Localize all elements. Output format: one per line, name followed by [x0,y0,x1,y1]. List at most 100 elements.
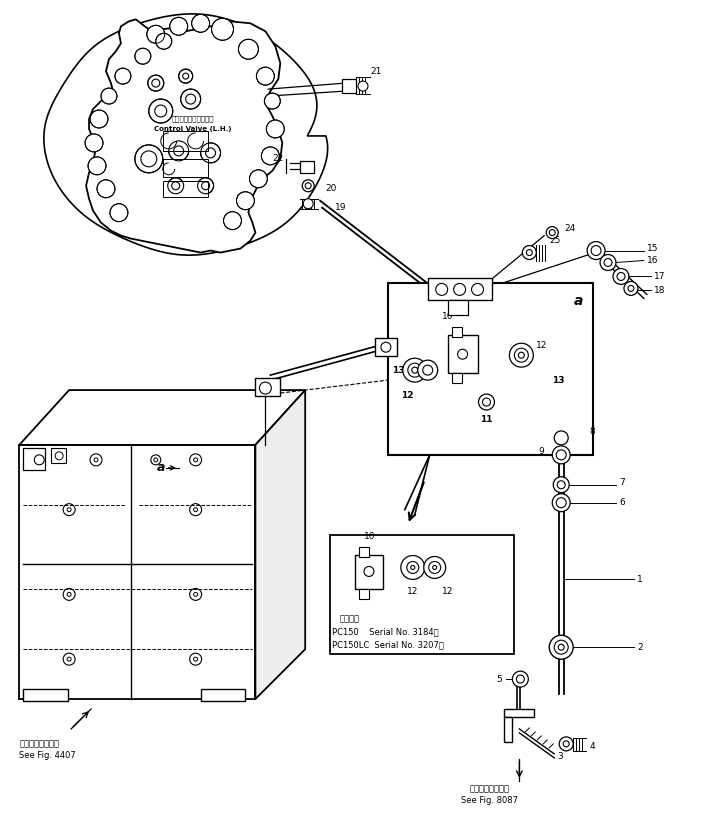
Circle shape [97,179,115,198]
Bar [342,79,356,93]
Circle shape [88,157,106,174]
Text: 3: 3 [557,752,563,761]
Text: 8: 8 [589,427,595,436]
Circle shape [135,49,151,64]
Circle shape [381,342,391,352]
Bar [504,717,513,742]
Text: 12: 12 [442,587,453,596]
Bar [300,160,314,173]
Circle shape [110,204,128,221]
Circle shape [264,93,281,109]
Bar [24,689,68,701]
Polygon shape [44,14,328,255]
Circle shape [471,283,483,295]
Circle shape [149,99,173,123]
Text: 12: 12 [536,341,548,350]
Circle shape [211,18,233,40]
Bar [359,546,369,556]
Circle shape [148,75,164,91]
Circle shape [147,26,165,44]
Circle shape [364,566,374,576]
Circle shape [403,358,427,382]
Bar [163,159,208,177]
Circle shape [266,120,284,138]
Text: 11: 11 [481,416,493,425]
Text: 6: 6 [619,498,625,507]
Circle shape [523,245,536,259]
Circle shape [546,226,558,239]
Text: 第４４０７図参照: 第４４０７図参照 [19,739,59,748]
Text: a: a [156,462,165,474]
Circle shape [358,81,368,91]
Circle shape [259,382,271,394]
Circle shape [418,360,438,380]
Text: 適用号機: 適用号機 [340,615,360,624]
Circle shape [191,14,210,32]
Text: 14: 14 [414,306,426,315]
Text: 12: 12 [401,391,413,399]
Bar [24,448,45,470]
Text: 13: 13 [552,375,565,384]
Bar [201,689,246,701]
Circle shape [101,88,117,104]
Text: 13: 13 [391,365,404,374]
Text: 16: 16 [647,256,658,265]
Text: See Fig. 8087: See Fig. 8087 [461,796,518,805]
Circle shape [115,68,131,84]
Circle shape [453,283,466,295]
Circle shape [613,268,629,285]
Polygon shape [19,390,305,445]
Bar [448,300,468,315]
Circle shape [198,178,213,193]
Circle shape [624,281,638,295]
Text: 第８０８７図参照: 第８０８７図参照 [470,784,510,793]
Bar [504,709,534,717]
Text: 17: 17 [654,272,665,281]
Circle shape [90,110,108,128]
Text: 25: 25 [549,236,560,245]
Circle shape [549,635,573,659]
Text: 7: 7 [619,478,625,487]
Text: See Fig. 4407: See Fig. 4407 [19,751,76,760]
Text: 5: 5 [497,675,503,684]
Text: コントロールバルブ左: コントロールバルブ左 [171,116,214,123]
Bar [163,131,208,151]
Text: 20: 20 [325,184,336,193]
Bar [359,589,369,599]
Circle shape [552,446,570,464]
Bar [388,283,593,455]
Text: PC150    Serial No. 3184～: PC150 Serial No. 3184～ [332,628,438,637]
Text: 1: 1 [637,575,643,584]
Text: 21: 21 [370,67,381,76]
Bar [452,373,461,383]
Circle shape [552,494,570,512]
Circle shape [509,343,533,367]
Circle shape [135,145,163,173]
Circle shape [458,349,468,359]
Circle shape [256,67,274,85]
Circle shape [181,89,201,109]
Text: 23: 23 [454,316,466,325]
Circle shape [85,134,103,152]
Circle shape [600,254,616,271]
Bar [330,535,514,654]
Circle shape [156,33,172,49]
Text: 24: 24 [564,224,575,233]
Circle shape [170,17,188,35]
Circle shape [261,146,279,165]
Circle shape [436,283,448,295]
Circle shape [238,40,258,59]
Bar [355,555,383,589]
Circle shape [554,431,568,445]
Text: 10: 10 [364,532,376,541]
Bar [452,328,461,337]
Circle shape [169,141,188,160]
Bar [51,448,66,463]
Circle shape [303,198,313,209]
Circle shape [513,671,528,687]
Circle shape [587,242,605,259]
Text: 2: 2 [637,643,643,652]
Text: a: a [573,295,583,309]
Circle shape [553,477,569,493]
Text: Control Valve (L.H.): Control Valve (L.H.) [154,126,231,132]
